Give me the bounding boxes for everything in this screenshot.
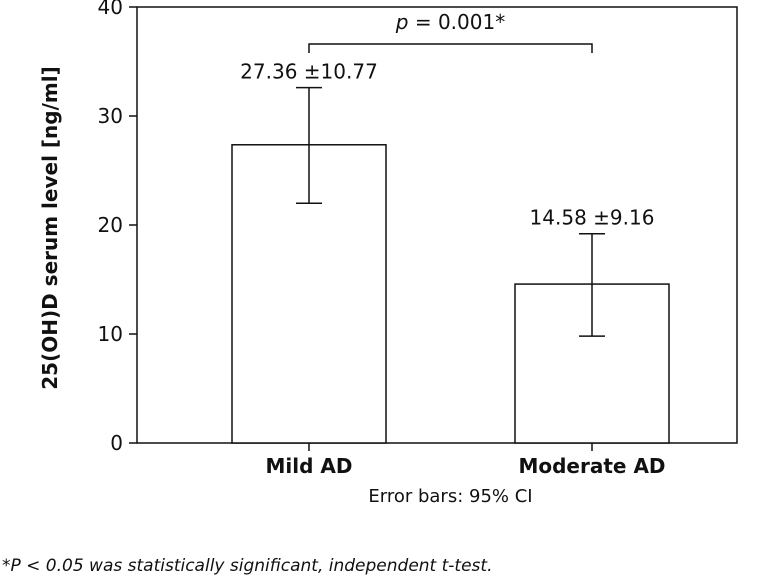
p-value: = 0.001*	[408, 10, 505, 34]
significance-label: p = 0.001*	[395, 10, 505, 34]
p-symbol: p	[395, 10, 409, 34]
y-tick-label: 20	[98, 213, 123, 237]
data-label: 14.58 ±9.16	[530, 206, 655, 230]
y-tick-label: 0	[110, 431, 123, 455]
footnote: *P < 0.05 was statistically significant,…	[2, 556, 493, 576]
y-tick-label: 30	[98, 104, 123, 128]
error-bars-caption: Error bars: 95% CI	[368, 486, 532, 507]
y-tick-label: 40	[98, 0, 123, 19]
x-category-label: Mild AD	[266, 454, 353, 478]
y-axis-label: 25(OH)D serum level [ng/ml]	[38, 66, 62, 389]
y-tick-label: 10	[98, 322, 123, 346]
significance-bracket	[308, 43, 593, 53]
x-category-label: Moderate AD	[518, 454, 665, 478]
data-label: 27.36 ±10.77	[240, 60, 378, 84]
